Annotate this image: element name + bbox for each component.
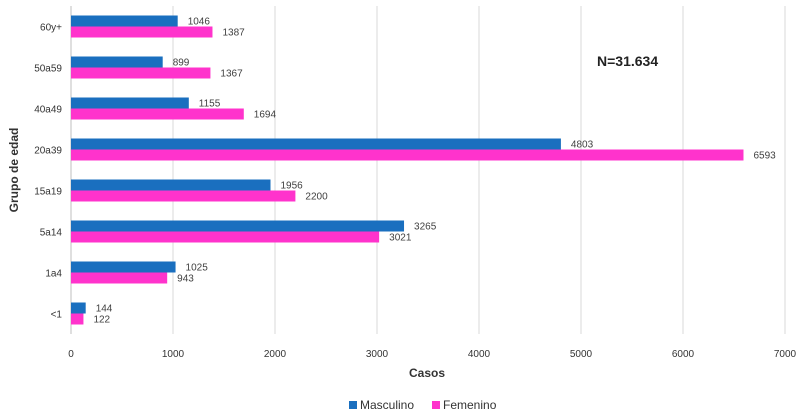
legend-swatch-femenino — [432, 401, 440, 409]
bar-masculino — [71, 179, 271, 191]
bar-femenino — [71, 149, 744, 161]
legend-label-femenino: Femenino — [443, 398, 497, 412]
x-tick-label: 6000 — [672, 349, 695, 360]
data-label: 4803 — [571, 140, 594, 151]
data-label: 1387 — [222, 28, 245, 39]
category-label: 1a4 — [45, 269, 62, 280]
data-label: 1694 — [254, 110, 277, 121]
data-label: 2200 — [305, 192, 328, 203]
bar-masculino — [71, 97, 189, 109]
bar-femenino — [71, 272, 168, 284]
bar-femenino — [71, 313, 84, 325]
x-tick-label: 5000 — [570, 349, 593, 360]
data-label: 1025 — [186, 263, 209, 274]
bar-femenino — [71, 67, 211, 79]
bar-masculino — [71, 56, 163, 68]
bar-femenino — [71, 231, 380, 243]
data-label: 899 — [173, 58, 190, 69]
bar-masculino — [71, 138, 561, 150]
x-tick-label: 4000 — [468, 349, 491, 360]
x-tick-label: 3000 — [366, 349, 389, 360]
data-label: 3265 — [414, 222, 437, 233]
category-label: 15a19 — [34, 187, 62, 198]
x-tick-labels: 0 1000 2000 3000 4000 5000 6000 7000 — [68, 349, 796, 360]
legend-label-masculino: Masculino — [360, 398, 414, 412]
data-label: 1956 — [281, 181, 304, 192]
category-labels: 60y+ 50a59 40a49 20a39 15a19 5a14 1a4 <1 — [34, 23, 62, 321]
bar-femenino — [71, 108, 244, 120]
x-tick-label: 1000 — [162, 349, 185, 360]
x-tick-label: 7000 — [774, 349, 797, 360]
bars — [71, 15, 744, 325]
bar-femenino — [71, 190, 296, 202]
bar-masculino — [71, 302, 86, 314]
data-label: 122 — [93, 315, 110, 326]
data-label: 144 — [96, 304, 113, 315]
bar-masculino — [71, 220, 405, 232]
category-label: <1 — [51, 310, 63, 321]
bar-masculino — [71, 261, 176, 273]
data-label: 3021 — [389, 233, 412, 244]
data-label: 943 — [177, 274, 194, 285]
category-label: 40a49 — [34, 105, 62, 116]
bar-masculino — [71, 15, 178, 27]
data-label: 1367 — [220, 69, 243, 80]
legend: Masculino Femenino — [349, 398, 497, 412]
bar-femenino — [71, 26, 213, 38]
category-label: 20a39 — [34, 146, 62, 157]
legend-swatch-masculino — [349, 401, 357, 409]
category-label: 5a14 — [40, 228, 63, 239]
x-tick-label: 0 — [68, 349, 74, 360]
category-label: 50a59 — [34, 64, 62, 75]
data-label: 6593 — [753, 151, 776, 162]
category-label: 60y+ — [40, 23, 62, 34]
x-axis-title: Casos — [409, 366, 445, 380]
x-tick-label: 2000 — [264, 349, 287, 360]
gridlines — [70, 6, 786, 334]
data-label: 1155 — [199, 99, 221, 110]
data-label: 1046 — [188, 17, 211, 28]
y-axis-title: Grupo de edad — [7, 128, 21, 213]
sample-size-annotation: N=31.634 — [597, 53, 658, 69]
